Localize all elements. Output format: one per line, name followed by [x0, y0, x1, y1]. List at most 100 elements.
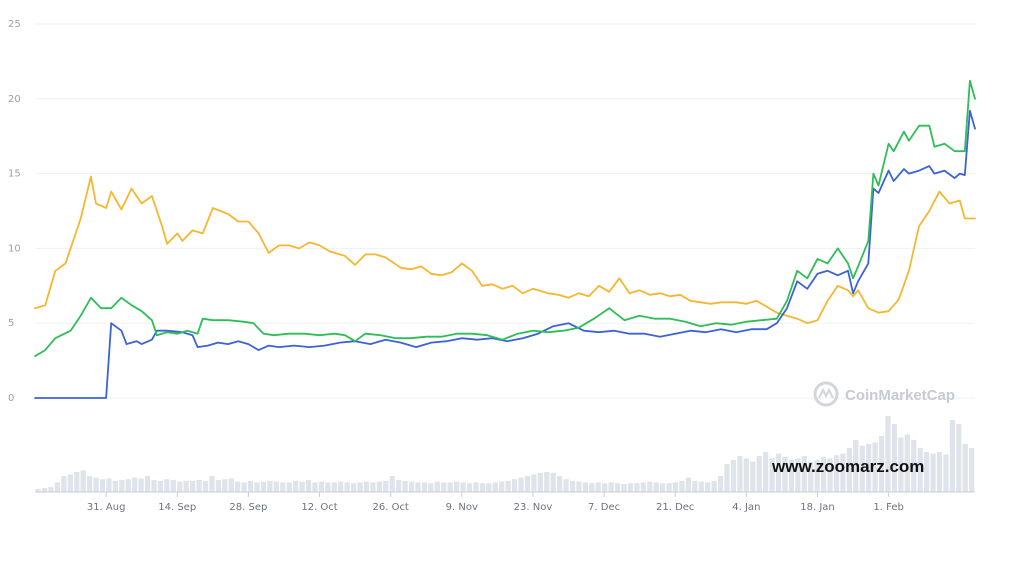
volume-bar — [582, 482, 588, 492]
volume-bar — [930, 453, 936, 492]
volume-bar — [621, 484, 627, 492]
x-tick-label: 4. Jan — [732, 502, 760, 513]
volume-bar — [544, 472, 550, 492]
volume-bar — [878, 436, 885, 492]
volume-bar — [54, 482, 61, 492]
volume-bar — [325, 482, 331, 492]
volume-bar — [602, 483, 608, 492]
x-tick-label: 9. Nov — [446, 502, 478, 513]
volume-bar — [859, 445, 865, 492]
volume-bar — [93, 477, 99, 492]
x-tick-label: 7. Dec — [588, 502, 620, 513]
volume-bar — [299, 481, 305, 492]
volume-bar — [389, 476, 395, 492]
volume-bar — [87, 476, 93, 492]
volume-bar — [698, 481, 704, 492]
volume-bar — [569, 480, 576, 492]
volume-bar — [48, 487, 54, 492]
volume-bar — [74, 472, 80, 492]
volume-bar — [254, 482, 260, 492]
volume-bar — [891, 424, 898, 492]
y-tick-label: 20 — [8, 94, 21, 105]
volume-bar — [41, 488, 48, 492]
volume-bar — [305, 480, 312, 492]
x-tick-label: 28. Sep — [229, 502, 267, 513]
volume-bar — [344, 482, 350, 492]
volume-bar — [215, 480, 222, 492]
volume-bar — [479, 483, 485, 492]
volume-bar — [846, 448, 852, 492]
volume-bar — [144, 476, 151, 492]
volume-bar — [396, 480, 402, 492]
coinmarketcap-watermark: CoinMarketCap — [813, 381, 955, 407]
volume-bar — [872, 442, 878, 492]
volume-bar — [627, 483, 634, 492]
volume-bar — [756, 456, 762, 492]
volume-bar — [267, 480, 273, 492]
volume-bar — [202, 480, 209, 492]
volume-bar — [943, 454, 949, 492]
volume-bar — [576, 481, 582, 492]
volume-bar — [286, 482, 292, 492]
volume-bar — [730, 460, 737, 492]
volume-bar — [640, 482, 646, 492]
volume-bar — [190, 480, 196, 492]
series-lines — [34, 79, 976, 399]
volume-bar — [904, 434, 910, 492]
volume-bar — [170, 480, 176, 492]
volume-bar — [923, 452, 930, 492]
volume-bar — [138, 478, 144, 492]
grid-lines — [35, 23, 975, 399]
site-watermark-text: www.zoomarz.com — [771, 457, 924, 476]
volume-bar — [293, 480, 299, 492]
volume-bar — [563, 479, 569, 492]
volume-bar — [222, 479, 228, 492]
volume-bar — [35, 488, 41, 492]
volume-bar — [614, 483, 621, 492]
volume-bar — [737, 456, 743, 492]
volume-bar — [241, 482, 247, 492]
volume-bar — [421, 482, 428, 492]
volume-bar — [183, 480, 189, 492]
volume-bar — [750, 461, 756, 492]
volume-bar — [151, 480, 157, 492]
volume-bar — [499, 481, 505, 492]
volume-bar — [376, 481, 382, 492]
volume-bar — [157, 480, 164, 492]
volume-bar — [763, 452, 769, 492]
volume-bar — [775, 453, 782, 492]
volume-bar — [911, 440, 917, 492]
volume-bar — [557, 476, 563, 492]
volume-bar — [80, 470, 86, 492]
volume-bar — [511, 479, 518, 492]
volume-bar — [666, 483, 672, 492]
volume-bar — [99, 479, 106, 492]
volume-bar — [595, 482, 601, 492]
volume-bar — [743, 458, 749, 492]
volume-bar — [209, 476, 215, 492]
coinmarketcap-logo-icon — [813, 381, 839, 407]
volume-bar — [808, 461, 814, 492]
volume-bar — [692, 480, 698, 492]
volume-bar — [363, 481, 370, 492]
volume-bar — [273, 481, 279, 492]
volume-bar — [125, 479, 131, 492]
volume-bar — [531, 474, 537, 492]
volume-bar — [917, 448, 923, 492]
volume-bar — [936, 452, 943, 492]
volume-bar — [453, 481, 460, 492]
volume-bar — [769, 458, 775, 492]
volume-bar — [647, 481, 653, 492]
y-tick-label: 10 — [8, 243, 21, 254]
volume-bar — [518, 477, 524, 492]
volume-bar — [550, 472, 556, 492]
volume-bar — [492, 482, 498, 492]
x-tick-label: 14. Sep — [158, 502, 196, 513]
volume-bar — [132, 477, 138, 492]
volume-bar — [441, 482, 447, 492]
volume-bar — [466, 483, 473, 492]
volume-bar — [196, 480, 202, 492]
volume-bar — [247, 480, 254, 492]
volume-bar — [705, 482, 711, 492]
